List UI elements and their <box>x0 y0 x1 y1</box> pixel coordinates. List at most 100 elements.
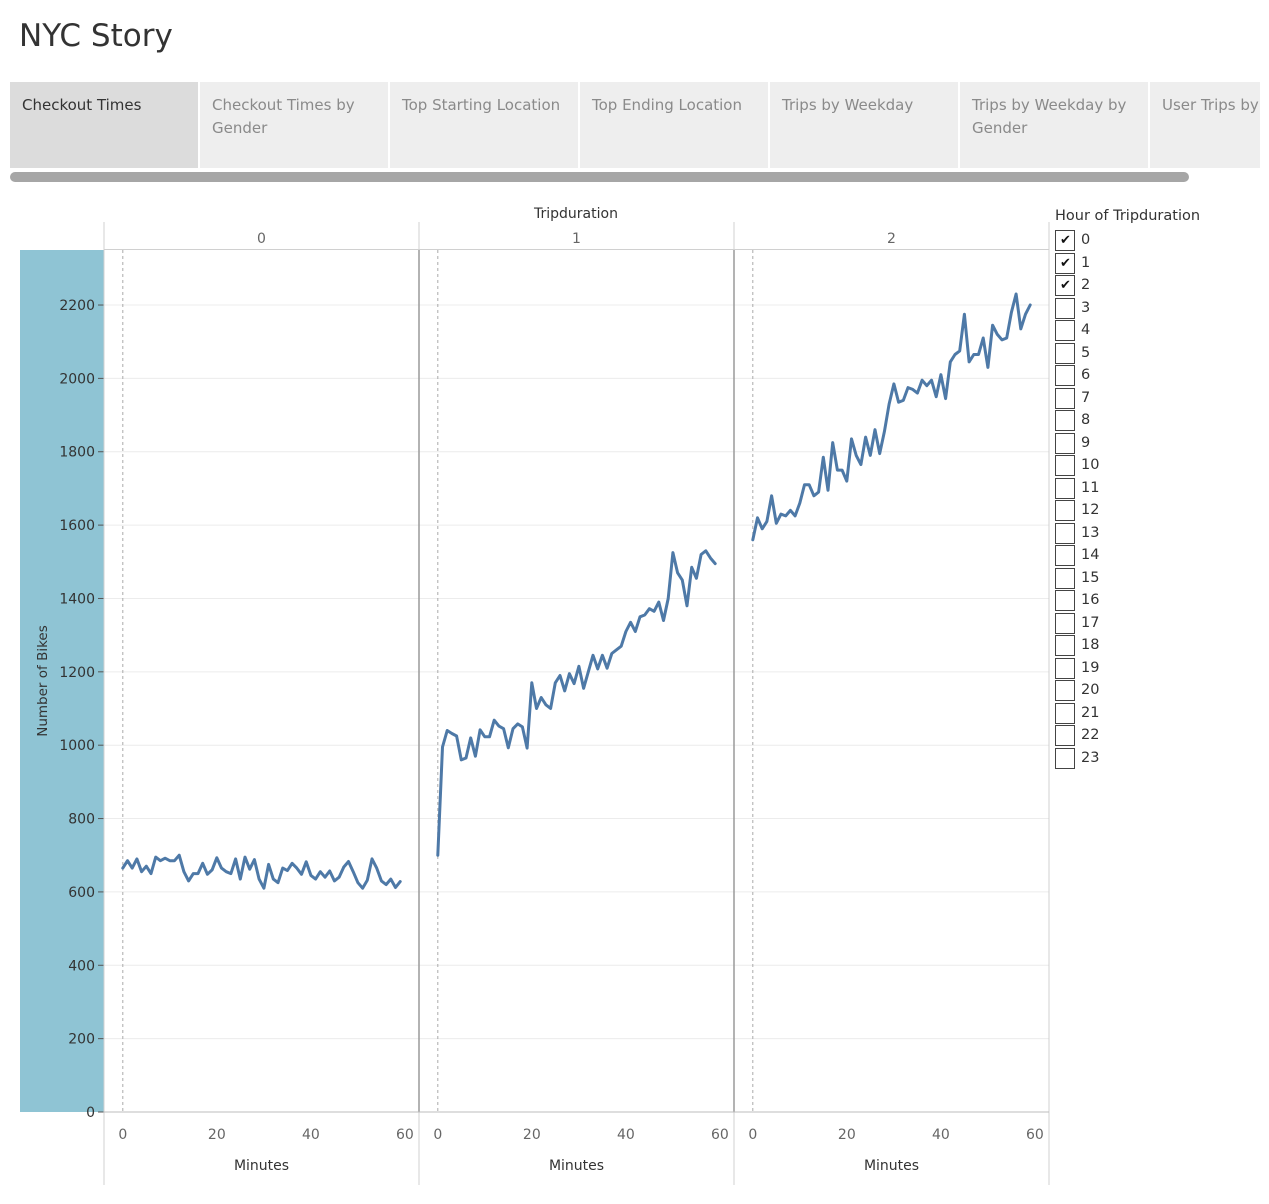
legend-checkbox[interactable] <box>1055 320 1075 341</box>
legend-title: Hour of Tripduration <box>1055 208 1201 224</box>
x-tick-label: 40 <box>617 1127 635 1143</box>
legend-item-17[interactable]: 17 <box>1055 612 1200 636</box>
legend-item-19[interactable]: 19 <box>1055 657 1200 681</box>
legend-checkbox[interactable] <box>1055 477 1075 499</box>
x-tick-label: 0 <box>433 1127 442 1143</box>
checkout-times-chart: 0200400600800100012001400160018002000220… <box>20 206 1050 1185</box>
legend-item-label: 18 <box>1081 637 1100 653</box>
tabs-scrollbar[interactable] <box>10 172 1189 182</box>
y-tick-label: 1200 <box>59 665 95 681</box>
y-tick-label: 2200 <box>59 298 95 314</box>
legend-item-label: 13 <box>1081 524 1100 541</box>
y-axis-band <box>20 250 104 1112</box>
legend-checkbox[interactable]: ✔ <box>1055 252 1075 274</box>
legend-item-7[interactable]: 7 <box>1055 387 1200 411</box>
checkmark-icon: ✔ <box>1060 255 1071 271</box>
legend-item-16[interactable]: 16 <box>1055 590 1200 613</box>
x-tick-label: 60 <box>1026 1127 1044 1143</box>
legend-checkbox[interactable] <box>1055 522 1075 544</box>
facet-label-2: 2 <box>887 231 896 247</box>
y-tick-label: 1600 <box>59 518 95 534</box>
tab-trips-by-weekday[interactable]: Trips by Weekday <box>770 82 958 168</box>
legend-checkbox[interactable] <box>1055 747 1075 769</box>
legend-checkbox[interactable] <box>1055 387 1075 409</box>
legend-checkbox[interactable] <box>1055 500 1075 521</box>
legend-item-0[interactable]: ✔ 0 <box>1055 230 1200 253</box>
legend-checkbox[interactable] <box>1055 635 1075 656</box>
x-tick-label: 60 <box>711 1127 729 1143</box>
legend-item-label: 8 <box>1081 412 1091 428</box>
facet-label-0: 0 <box>257 231 266 247</box>
legend-item-label: 19 <box>1081 659 1100 676</box>
tab-top-starting-location[interactable]: Top Starting Location <box>390 82 578 168</box>
tab-checkout-times[interactable]: Checkout Times <box>10 82 198 168</box>
legend-checkbox[interactable] <box>1055 410 1075 431</box>
legend-item-23[interactable]: 23 <box>1055 747 1200 771</box>
facet-title: Tripduration <box>533 206 618 222</box>
legend-item-3[interactable]: 3 <box>1055 297 1200 321</box>
legend-checkbox[interactable] <box>1055 455 1075 476</box>
legend-item-12[interactable]: 12 <box>1055 500 1200 523</box>
tab-user-trips-by-gender[interactable]: User Trips by Gender <box>1150 82 1260 168</box>
legend-checkbox[interactable] <box>1055 297 1075 319</box>
legend-item-label: 11 <box>1081 479 1100 496</box>
legend-checkbox[interactable] <box>1055 680 1075 701</box>
legend-checkbox[interactable] <box>1055 342 1075 364</box>
x-tick-label: 20 <box>838 1127 856 1143</box>
legend-checkbox[interactable]: ✔ <box>1055 230 1075 251</box>
legend-item-18[interactable]: 18 <box>1055 635 1200 658</box>
legend-item-label: 5 <box>1081 344 1091 361</box>
legend-checkbox[interactable] <box>1055 567 1075 589</box>
x-axis-title: Minutes <box>234 1158 289 1174</box>
series-line-1 <box>436 549 717 857</box>
x-tick-label: 0 <box>118 1127 127 1143</box>
legend-item-8[interactable]: 8 <box>1055 410 1200 433</box>
legend-item-10[interactable]: 10 <box>1055 455 1200 478</box>
legend-item-label: 15 <box>1081 569 1100 586</box>
tab-trips-by-weekday-by-gender[interactable]: Trips by Weekday by Gender <box>960 82 1148 168</box>
legend-item-label: 21 <box>1081 704 1100 721</box>
tab-top-ending-location[interactable]: Top Ending Location <box>580 82 768 168</box>
checkmark-icon: ✔ <box>1060 278 1071 293</box>
legend-item-15[interactable]: 15 <box>1055 567 1200 591</box>
x-axis-title: Minutes <box>864 1158 919 1174</box>
legend-item-label: 14 <box>1081 547 1100 563</box>
legend-checkbox[interactable] <box>1055 432 1075 454</box>
legend-item-label: 6 <box>1081 367 1091 383</box>
checkmark-icon: ✔ <box>1060 233 1071 248</box>
tab-checkout-times-by-gender[interactable]: Checkout Times by Gender <box>200 82 388 168</box>
legend-item-20[interactable]: 20 <box>1055 680 1200 703</box>
y-tick-label: 0 <box>86 1105 95 1121</box>
x-tick-label: 0 <box>748 1127 757 1143</box>
legend-item-21[interactable]: 21 <box>1055 702 1200 726</box>
legend-item-label: 9 <box>1081 434 1091 451</box>
legend-item-5[interactable]: 5 <box>1055 342 1200 366</box>
legend-item-13[interactable]: 13 <box>1055 522 1200 546</box>
legend-checkbox[interactable] <box>1055 365 1075 386</box>
legend-checkbox[interactable] <box>1055 612 1075 634</box>
legend-item-1[interactable]: ✔ 1 <box>1055 252 1200 276</box>
legend-item-14[interactable]: 14 <box>1055 545 1200 568</box>
legend-checkbox[interactable] <box>1055 657 1075 679</box>
legend-item-4[interactable]: 4 <box>1055 320 1200 343</box>
legend-item-6[interactable]: 6 <box>1055 365 1200 388</box>
y-tick-label: 2000 <box>59 371 95 387</box>
x-tick-label: 40 <box>932 1127 950 1143</box>
legend-item-2[interactable]: ✔ 2 <box>1055 275 1200 298</box>
x-tick-label: 20 <box>208 1127 226 1143</box>
legend-item-label: 3 <box>1081 299 1091 316</box>
legend-checkbox[interactable] <box>1055 702 1075 724</box>
legend-checkbox[interactable] <box>1055 725 1075 746</box>
legend-checkbox[interactable] <box>1055 545 1075 566</box>
series-line-2 <box>751 292 1032 542</box>
legend: Hour of Tripduration ✔ 0 ✔ 1 ✔ 2 3 4 5 6 7 8 9 10 11 12… <box>1055 208 1200 770</box>
y-tick-label: 1000 <box>59 738 95 754</box>
legend-checkbox[interactable]: ✔ <box>1055 275 1075 296</box>
y-axis-title: Number of Bikes <box>35 625 51 737</box>
legend-item-11[interactable]: 11 <box>1055 477 1200 501</box>
y-tick-label: 1400 <box>59 591 95 607</box>
legend-item-22[interactable]: 22 <box>1055 725 1200 748</box>
facet-label-1: 1 <box>572 231 581 247</box>
legend-checkbox[interactable] <box>1055 590 1075 611</box>
legend-item-9[interactable]: 9 <box>1055 432 1200 456</box>
